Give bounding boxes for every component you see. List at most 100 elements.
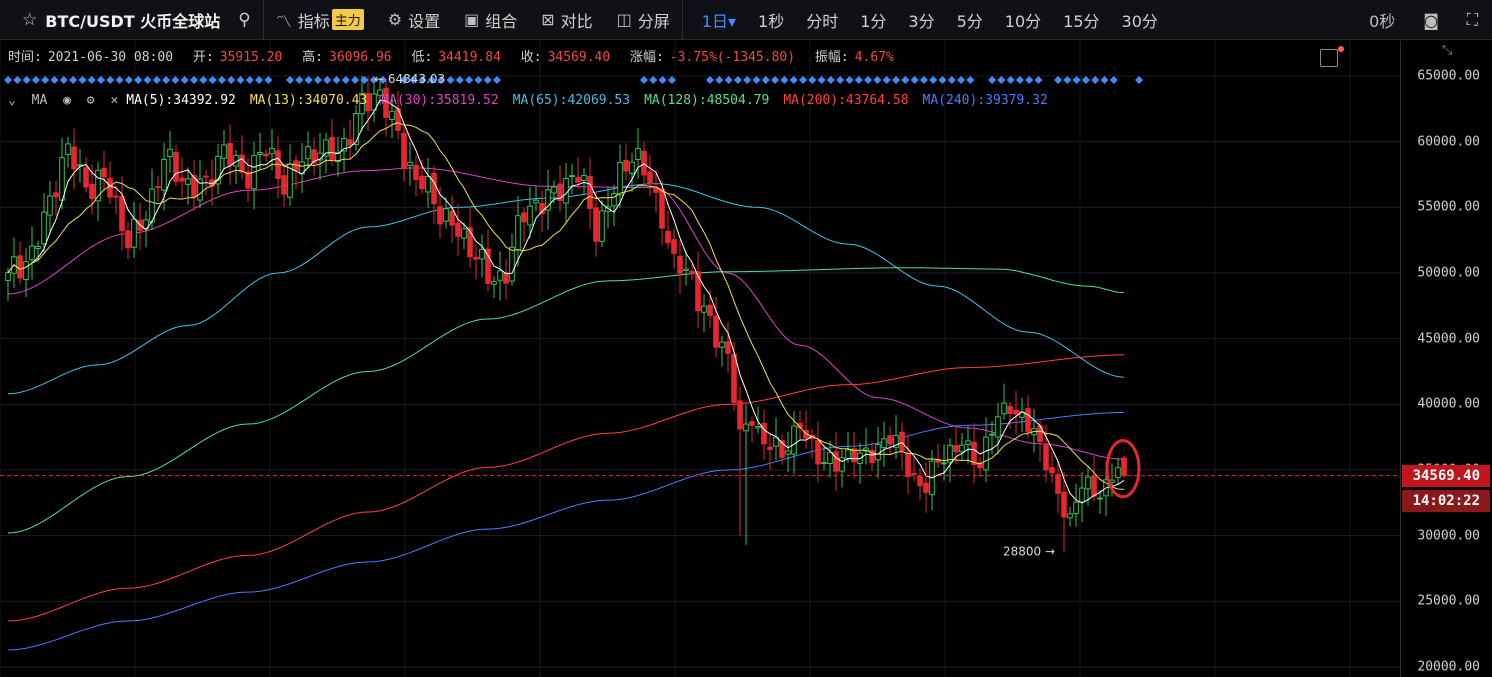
candle-21	[131, 201, 137, 258]
interval-tab-0[interactable]: 1日▾	[701, 11, 737, 31]
collapse-arrows-icon[interactable]: ⤡	[1442, 43, 1453, 58]
ma-legend: ⌄ MA ◉ ⚙ ✕ MA(5):34392.92 MA(13):34070.43…	[8, 93, 1062, 108]
event-marker-51	[640, 76, 648, 84]
candle-54	[329, 118, 335, 166]
interval-tab-8[interactable]: 30分	[1121, 11, 1158, 31]
fullscreen-icon[interactable]: ⛶	[1466, 10, 1478, 29]
candle-103	[623, 143, 629, 181]
collapse-icon[interactable]: ⌄	[8, 93, 16, 108]
interval-tab-7[interactable]: 15分	[1063, 11, 1100, 31]
event-marker-41	[409, 76, 418, 84]
eye-icon[interactable]: ◉	[63, 93, 71, 108]
interval-tab-6[interactable]: 10分	[1004, 11, 1042, 31]
event-marker-2	[22, 76, 31, 84]
calendar-icon[interactable]	[1320, 49, 1338, 67]
indicator-button[interactable]: 〽 指标 主力	[264, 0, 376, 40]
combo-button[interactable]: ▣ 组合	[452, 0, 529, 40]
candle-119	[719, 336, 725, 367]
chart-grid	[0, 41, 1400, 677]
event-marker-31	[304, 76, 313, 84]
candle-77	[467, 207, 473, 268]
event-marker-89	[1034, 76, 1043, 84]
y-tick-label-3: 50000.00	[1417, 265, 1480, 281]
candle-174	[1049, 452, 1055, 483]
event-marker-6	[59, 76, 68, 84]
candle-4	[29, 226, 35, 280]
candle-178	[1073, 483, 1079, 527]
event-marker-74	[882, 76, 891, 84]
event-marker-76	[901, 76, 910, 84]
high-annotation: ← 64843.03	[374, 72, 445, 86]
candle-64	[389, 94, 395, 139]
star-icon[interactable]: ☆	[22, 9, 38, 30]
candle-37	[227, 124, 233, 185]
candle-41	[251, 141, 257, 210]
close-icon[interactable]: ✕	[110, 93, 119, 108]
right-tools: 0秒 ◙ ⛶	[1355, 0, 1492, 40]
ma-legend-item-4: MA(128):48504.79	[644, 93, 770, 108]
event-marker-91	[1063, 76, 1072, 84]
y-tick-label-0: 65000.00	[1417, 68, 1480, 84]
moving-average-lines	[7, 167, 1125, 651]
event-marker-84	[988, 76, 996, 84]
camera-icon[interactable]: ◙	[1423, 10, 1439, 30]
interval-tab-4[interactable]: 3分	[908, 11, 935, 31]
search-icon[interactable]: ⚲	[238, 9, 251, 30]
candle-93	[563, 162, 569, 223]
symbol-selector[interactable]: ☆ BTC/USDT 火币全球站 ⚲	[0, 0, 263, 40]
event-marker-35	[341, 76, 350, 84]
candle-148	[893, 415, 899, 459]
candle-46	[281, 162, 287, 208]
close-label: 收:	[520, 50, 542, 65]
price-axis[interactable]: 65000.00 60000.00 55000.00 50000.00 45000.00…	[1400, 41, 1492, 677]
event-marker-73	[873, 76, 882, 84]
high-label: 高:	[302, 50, 323, 65]
settings-button[interactable]: ⚙ 设置	[376, 0, 452, 40]
candle-58	[353, 105, 359, 151]
candle-111	[671, 228, 677, 269]
event-marker-68	[826, 76, 835, 84]
candle-19	[119, 176, 125, 251]
split-screen-button[interactable]: ◫ 分屏	[605, 0, 682, 40]
candle-127	[767, 433, 773, 470]
candle-42	[257, 132, 263, 171]
event-marker-86	[1006, 76, 1015, 84]
candle-157	[947, 438, 953, 483]
candle-142	[857, 442, 863, 484]
event-marker-78	[919, 76, 928, 84]
compare-button[interactable]: ⊠ 对比	[529, 0, 604, 40]
notification-dot	[1338, 46, 1344, 52]
event-marker-77	[910, 76, 919, 84]
candle-179	[1079, 472, 1085, 523]
candle-66	[401, 124, 407, 182]
candle-149	[899, 422, 905, 471]
event-marker-48	[474, 76, 483, 84]
indicator-label: 指标	[297, 11, 330, 31]
interval-tabs: 1日▾ 1秒 分时 1分 3分 5分 10分 15分 30分	[683, 0, 1169, 40]
y-tick-label-4: 45000.00	[1417, 331, 1480, 347]
event-marker-92	[1072, 76, 1081, 84]
interval-tab-2[interactable]: 分时	[806, 11, 839, 31]
event-marker-47	[465, 76, 474, 84]
event-marker-7	[69, 76, 78, 84]
candle-150	[905, 436, 911, 495]
event-marker-16	[152, 76, 161, 84]
candle-56	[341, 127, 347, 172]
event-marker-94	[1091, 76, 1100, 84]
event-marker-59	[743, 76, 752, 84]
candle-158	[953, 425, 959, 465]
candlestick-chart[interactable]: ← 64843.03 28800 →	[0, 41, 1400, 677]
interval-tab-5[interactable]: 5分	[956, 11, 983, 31]
countdown-label: 0秒	[1369, 12, 1396, 31]
candle-101	[611, 184, 617, 226]
combo-label: 组合	[485, 11, 518, 31]
interval-tab-1[interactable]: 1秒	[758, 11, 785, 31]
gear-icon[interactable]: ⚙	[86, 93, 95, 108]
candle-96	[581, 167, 587, 196]
event-markers	[4, 76, 1143, 84]
candle-122	[737, 386, 743, 536]
candle-76	[461, 222, 467, 250]
candle-118	[713, 297, 719, 358]
interval-tab-3[interactable]: 1分	[860, 11, 887, 31]
event-marker-36	[351, 76, 360, 84]
